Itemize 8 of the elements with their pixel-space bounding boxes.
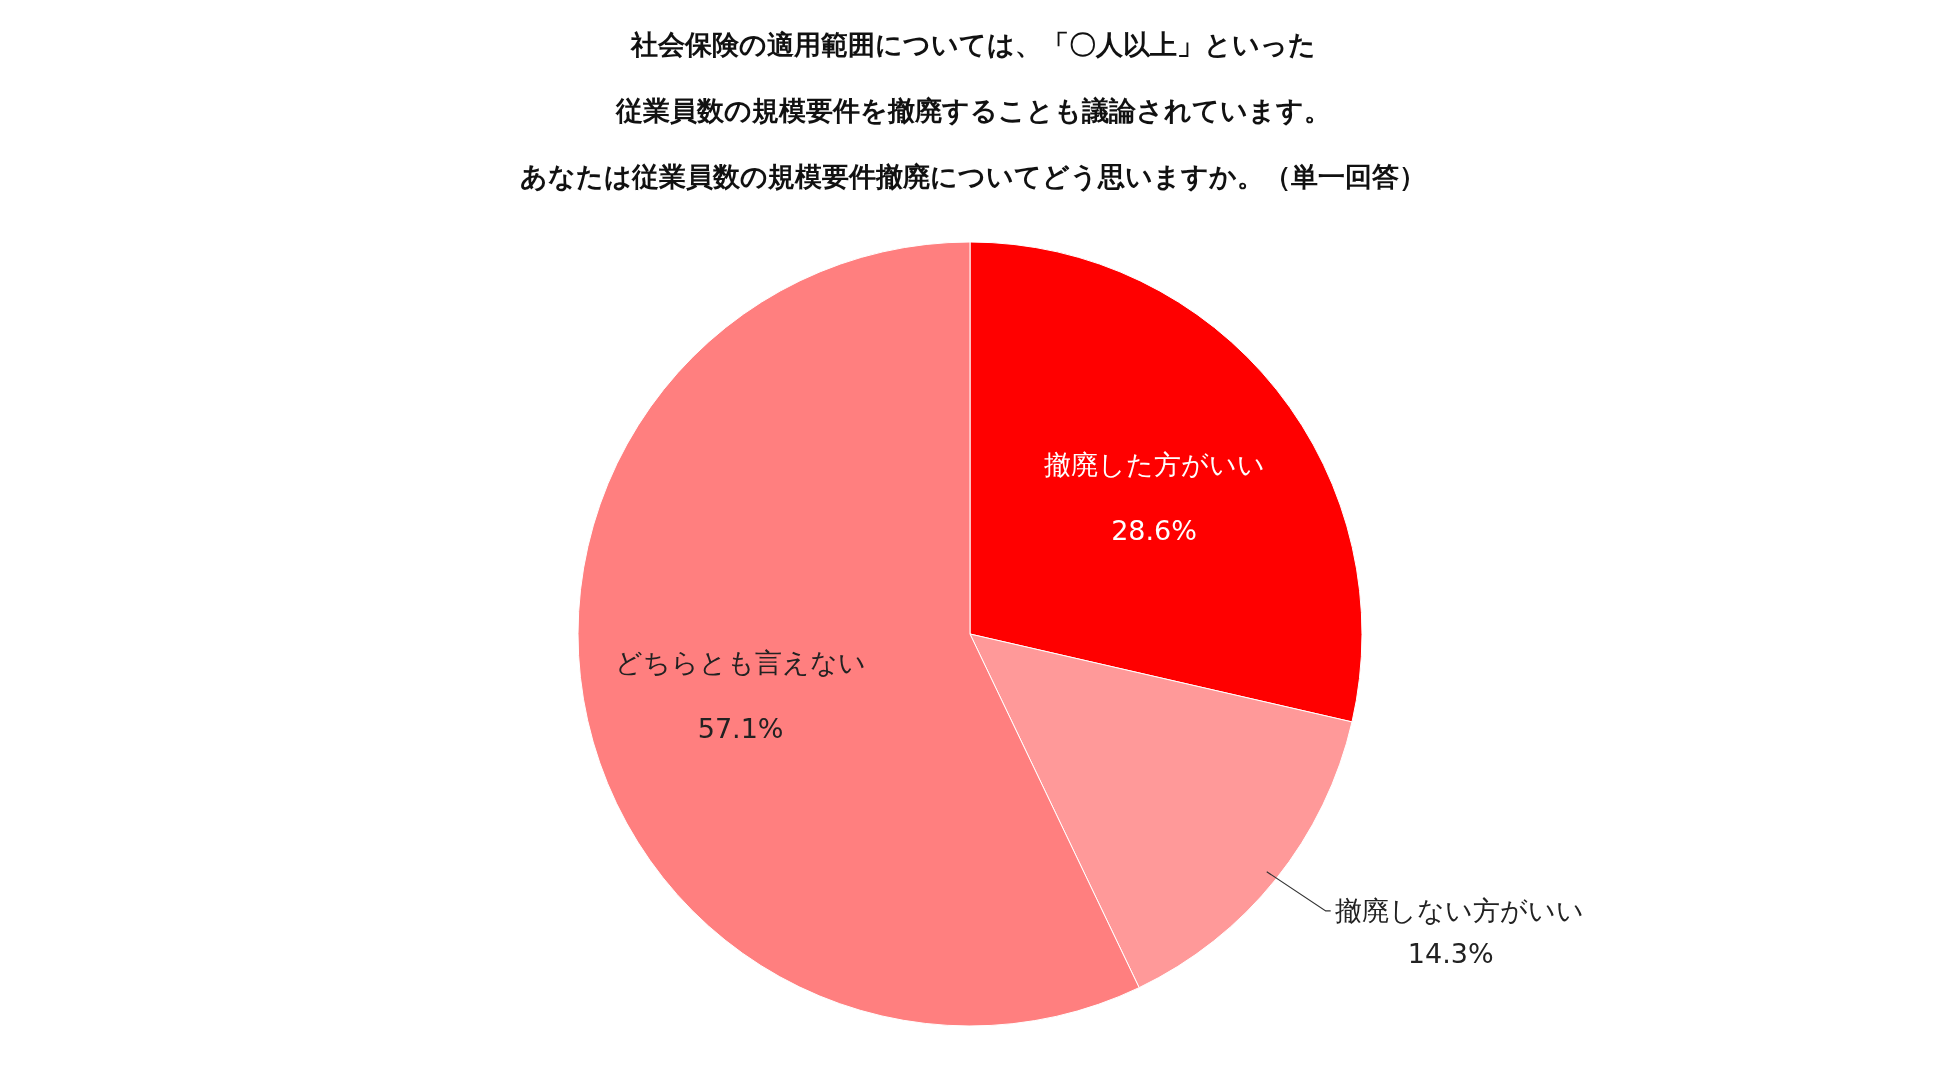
chart-title: 社会保険の適用範囲については、「〇人以上」といった従業員数の規模要件を撤廃することも議論されています。 bbox=[615, 29, 1331, 126]
data-label: 14.3% bbox=[1407, 937, 1494, 969]
slice-label: 撤廃しない方がいい bbox=[1334, 894, 1584, 926]
chart-subtitle: あなたは従業員数の規模要件撤廃についてどう思いますか。（単一回答） bbox=[520, 161, 1426, 192]
data-label: 57.1% bbox=[697, 713, 784, 745]
data-label: 28.6% bbox=[1111, 514, 1197, 546]
slice-label: 撤廃した方がいい bbox=[1043, 448, 1265, 480]
slice-label: どちらとも言えない bbox=[615, 647, 867, 679]
